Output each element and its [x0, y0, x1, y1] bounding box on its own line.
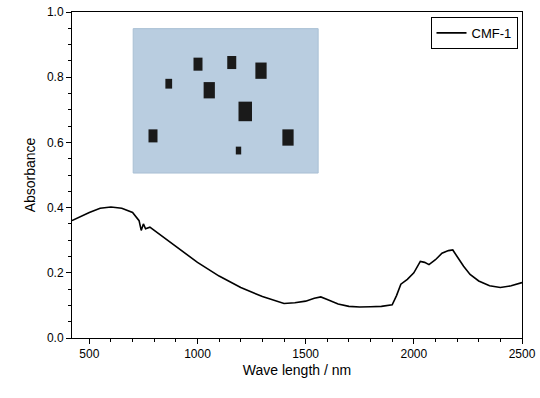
- svg-text:1500: 1500: [292, 347, 319, 361]
- svg-text:1000: 1000: [184, 347, 211, 361]
- svg-text:0.6: 0.6: [47, 136, 64, 150]
- svg-text:2500: 2500: [509, 347, 536, 361]
- svg-text:Absorbance: Absorbance: [22, 137, 38, 212]
- svg-text:500: 500: [79, 347, 99, 361]
- svg-text:CMF-1: CMF-1: [472, 26, 512, 41]
- svg-text:1.0: 1.0: [47, 5, 64, 19]
- svg-text:0.2: 0.2: [47, 266, 64, 280]
- svg-text:2000: 2000: [400, 347, 427, 361]
- svg-text:Wave length / nm: Wave length / nm: [243, 362, 351, 378]
- svg-text:0.8: 0.8: [47, 70, 64, 84]
- svg-text:0.4: 0.4: [47, 201, 64, 215]
- svg-text:0.0: 0.0: [47, 331, 64, 345]
